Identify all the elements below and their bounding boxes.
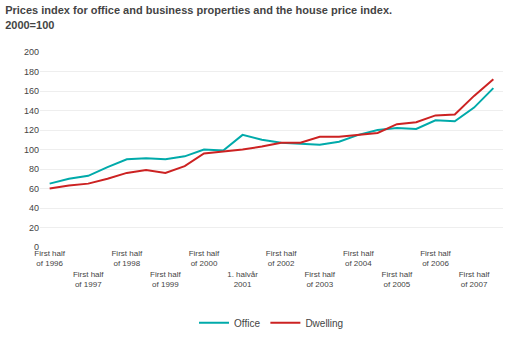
svg-text:100: 100 bbox=[24, 145, 39, 155]
svg-text:160: 160 bbox=[24, 86, 39, 96]
svg-text:First halfof 2004: First halfof 2004 bbox=[343, 249, 374, 268]
svg-text:20: 20 bbox=[29, 223, 39, 233]
svg-text:80: 80 bbox=[29, 164, 39, 174]
svg-text:180: 180 bbox=[24, 67, 39, 77]
svg-text:First halfof 1999: First halfof 1999 bbox=[150, 270, 181, 289]
svg-text:1. halvår2001: 1. halvår2001 bbox=[227, 270, 258, 289]
svg-text:First halfof 2006: First halfof 2006 bbox=[420, 249, 451, 268]
svg-text:60: 60 bbox=[29, 184, 39, 194]
svg-text:First halfof 2002: First halfof 2002 bbox=[266, 249, 297, 268]
svg-text:Office: Office bbox=[234, 318, 260, 329]
svg-text:0: 0 bbox=[34, 242, 39, 252]
svg-text:First halfof 1996: First halfof 1996 bbox=[34, 249, 65, 268]
svg-text:Dwelling: Dwelling bbox=[305, 318, 343, 329]
svg-text:First halfof 2000: First halfof 2000 bbox=[189, 249, 220, 268]
svg-text:Prices index for office and bu: Prices index for office and business pro… bbox=[5, 4, 392, 30]
svg-text:200: 200 bbox=[24, 47, 39, 57]
svg-text:120: 120 bbox=[24, 125, 39, 135]
svg-text:First halfof 1998: First halfof 1998 bbox=[111, 249, 142, 268]
svg-text:First halfof 1997: First halfof 1997 bbox=[73, 270, 104, 289]
svg-text:First halfof 2007: First halfof 2007 bbox=[459, 270, 490, 289]
svg-text:140: 140 bbox=[24, 106, 39, 116]
svg-text:40: 40 bbox=[29, 203, 39, 213]
svg-text:First halfof 2005: First halfof 2005 bbox=[382, 270, 413, 289]
svg-text:First halfof 2003: First halfof 2003 bbox=[304, 270, 335, 289]
